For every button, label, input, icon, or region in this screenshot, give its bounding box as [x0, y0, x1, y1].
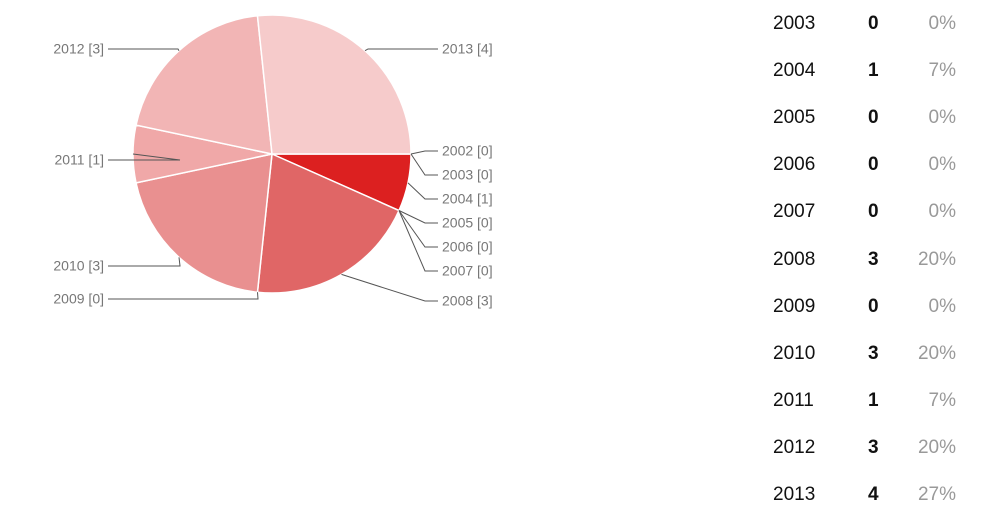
pie-chart: 2002 [0] 2003 [0] 2004 [1] 2005 [0] 2006 [0]… [53, 14, 493, 309]
summary-table: 2003 0 0% 2004 1 7% 2005 0 0% 2006 0 0% 2007 0 0% 2008 3… [770, 0, 958, 519]
table-year-cell: 2009 [773, 295, 816, 317]
pie-label-2004: 2004 [1] [442, 191, 493, 207]
table-row: 2012 3 20% [770, 425, 958, 472]
leader-line-2013 [364, 48, 438, 52]
leader-line-2003 [410, 153, 438, 176]
pie-slice-2010 [135, 153, 273, 294]
table-percent-cell: 20% [917, 342, 956, 364]
leader-line-2007 [398, 210, 438, 272]
table-percent-cell: 27% [917, 484, 956, 506]
table-year-cell: 2012 [773, 437, 816, 459]
table-percent-cell: 7% [928, 390, 956, 412]
pie-label-2011: 2011 [1] [54, 152, 104, 168]
pie-labels: 2002 [0] 2003 [0] 2004 [1] 2005 [0] 2006 [0]… [53, 41, 492, 309]
table-row: 2007 0 0% [770, 189, 958, 236]
table-year-cell: 2007 [773, 201, 816, 223]
pie-label-2013: 2013 [4] [442, 41, 493, 57]
leader-line-2002 [410, 150, 438, 155]
pie-slices [132, 14, 412, 294]
table-row: 2009 0 0% [770, 283, 958, 330]
table-row: 2011 1 7% [770, 378, 958, 425]
table-count-cell: 3 [868, 437, 879, 459]
table-row: 2005 0 0% [770, 94, 958, 141]
pie-label-2003: 2003 [0] [442, 167, 493, 183]
leader-line-2006 [398, 210, 438, 248]
table-count-cell: 4 [868, 484, 879, 506]
table-percent-cell: 0% [928, 295, 956, 317]
table-count-cell: 3 [868, 342, 879, 364]
table-year-cell: 2004 [773, 59, 816, 81]
table-row: 2013 4 27% [770, 472, 958, 519]
table-row: 2006 0 0% [770, 142, 958, 189]
leader-line-2011 [108, 153, 181, 161]
table-year-cell: 2008 [773, 248, 816, 270]
table-count-cell: 1 [868, 59, 879, 81]
table-year-cell: 2006 [773, 154, 816, 176]
leader-line-2004 [407, 182, 438, 200]
table-percent-cell: 0% [928, 12, 956, 34]
pie-label-2008: 2008 [3] [442, 293, 493, 309]
pie-label-2006: 2006 [0] [442, 239, 493, 255]
pie-label-2010: 2010 [3] [53, 258, 104, 274]
table-row: 2008 3 20% [770, 236, 958, 283]
table-year-cell: 2005 [773, 106, 816, 128]
summary-table-body: 2003 0 0% 2004 1 7% 2005 0 0% 2006 0 0% 2007 0 0% 2008 3… [770, 0, 958, 519]
table-count-cell: 0 [868, 12, 879, 34]
table-percent-cell: 20% [917, 248, 956, 270]
pie-label-2012: 2012 [3] [53, 41, 104, 57]
leader-line-2005 [398, 210, 438, 224]
table-percent-cell: 0% [928, 201, 956, 223]
table-count-cell: 0 [868, 201, 879, 223]
table-count-cell: 0 [868, 295, 879, 317]
pie-label-2005: 2005 [0] [442, 215, 493, 231]
table-percent-cell: 0% [928, 154, 956, 176]
table-count-cell: 3 [868, 248, 879, 270]
pie-leader-lines [108, 48, 438, 302]
pie-slice-2013 [256, 14, 412, 155]
leader-line-2008 [341, 273, 438, 302]
table-year-cell: 2011 [773, 390, 814, 412]
pie-label-2009: 2009 [0] [53, 291, 104, 307]
table-percent-cell: 7% [928, 59, 956, 81]
pie-slice-2008 [256, 152, 400, 294]
table-row: 2003 0 0% [770, 0, 958, 47]
table-count-cell: 0 [868, 154, 879, 176]
table-count-cell: 0 [868, 106, 879, 128]
pie-label-2002: 2002 [0] [442, 143, 493, 159]
leader-line-2010 [108, 257, 181, 267]
table-percent-cell: 0% [928, 106, 956, 128]
table-row: 2004 1 7% [770, 47, 958, 94]
table-row: 2010 3 20% [770, 330, 958, 377]
leader-line-2012 [108, 48, 180, 51]
leader-line-2009 [108, 292, 259, 300]
table-year-cell: 2003 [773, 12, 816, 34]
pie-label-2007: 2007 [0] [442, 263, 493, 279]
table-year-cell: 2013 [773, 484, 816, 506]
table-percent-cell: 20% [917, 437, 956, 459]
table-year-cell: 2010 [773, 342, 816, 364]
table-count-cell: 1 [868, 390, 879, 412]
